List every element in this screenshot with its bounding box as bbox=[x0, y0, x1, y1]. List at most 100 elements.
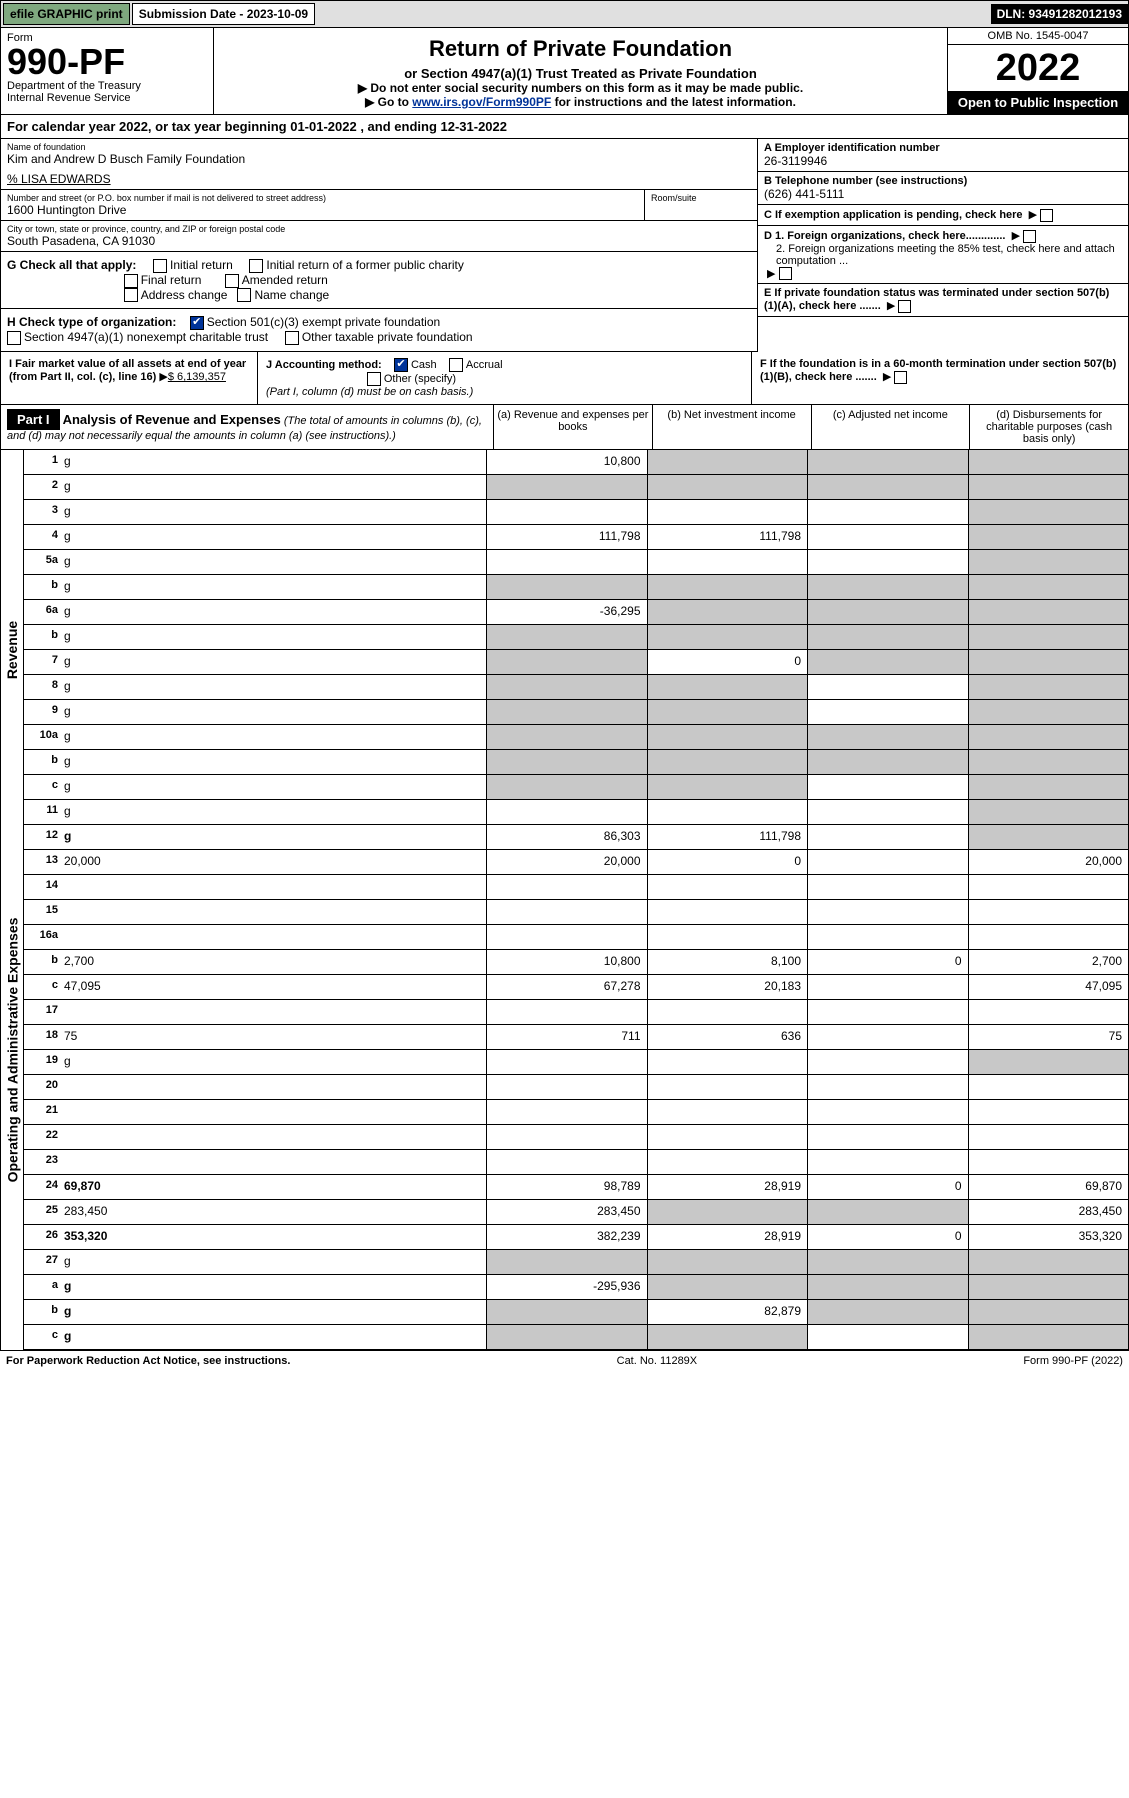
cell-c bbox=[808, 975, 969, 999]
row-description: 2,700 bbox=[60, 950, 487, 974]
cell-a bbox=[487, 925, 648, 949]
table-row: ag-295,936 bbox=[24, 1275, 1128, 1300]
e-check[interactable] bbox=[898, 300, 911, 313]
cell-a bbox=[487, 1325, 648, 1349]
d1-check[interactable] bbox=[1023, 230, 1036, 243]
g-addr-check[interactable] bbox=[124, 288, 138, 302]
row-description bbox=[60, 1150, 487, 1174]
cell-a bbox=[487, 900, 648, 924]
g-amended: Amended return bbox=[242, 273, 328, 287]
table-row: bg bbox=[24, 575, 1128, 600]
row-description: 20,000 bbox=[60, 850, 487, 874]
row-number: 7 bbox=[24, 650, 60, 674]
cell-a bbox=[487, 1075, 648, 1099]
table-row: 187571163675 bbox=[24, 1025, 1128, 1050]
row-description: 75 bbox=[60, 1025, 487, 1049]
cell-b bbox=[648, 1100, 809, 1124]
efile-button[interactable]: efile GRAPHIC print bbox=[3, 3, 130, 25]
cell-a bbox=[487, 575, 648, 599]
row-number: b bbox=[24, 1300, 60, 1324]
g-initial-pub-check[interactable] bbox=[249, 259, 263, 273]
cell-d bbox=[969, 575, 1129, 599]
row-description: g bbox=[60, 475, 487, 499]
row-description bbox=[60, 900, 487, 924]
cell-c bbox=[808, 1100, 969, 1124]
cell-b bbox=[648, 875, 809, 899]
cell-a bbox=[487, 875, 648, 899]
table-row: 1g10,800 bbox=[24, 450, 1128, 475]
cell-d bbox=[969, 500, 1129, 524]
table-row: bg bbox=[24, 750, 1128, 775]
table-row: 9g bbox=[24, 700, 1128, 725]
cell-b bbox=[648, 900, 809, 924]
i-value: $ 6,139,357 bbox=[168, 371, 226, 383]
h-other-check[interactable] bbox=[285, 331, 299, 345]
col-b-hdr: (b) Net investment income bbox=[653, 405, 812, 449]
table-row: 11g bbox=[24, 800, 1128, 825]
j-other-check[interactable] bbox=[367, 372, 381, 386]
cell-c bbox=[808, 1050, 969, 1074]
cell-a: -295,936 bbox=[487, 1275, 648, 1299]
cell-c bbox=[808, 1000, 969, 1024]
cell-b: 636 bbox=[648, 1025, 809, 1049]
cell-b: 28,919 bbox=[648, 1225, 809, 1249]
cell-a bbox=[487, 1300, 648, 1324]
expenses-table: Operating and Administrative Expenses 13… bbox=[0, 850, 1129, 1250]
cell-b bbox=[648, 600, 809, 624]
d2-check[interactable] bbox=[779, 267, 792, 280]
row-number: 1 bbox=[24, 450, 60, 474]
table-row: 2g bbox=[24, 475, 1128, 500]
cell-a bbox=[487, 550, 648, 574]
cell-c bbox=[808, 1275, 969, 1299]
cell-c bbox=[808, 1150, 969, 1174]
cell-d: 2,700 bbox=[969, 950, 1129, 974]
b-label: B Telephone number (see instructions) bbox=[764, 175, 1122, 187]
cell-a: 10,800 bbox=[487, 450, 648, 474]
section-g: G Check all that apply: Initial return I… bbox=[1, 252, 757, 309]
g-amended-check[interactable] bbox=[225, 274, 239, 288]
instruction-1: ▶ Do not enter social security numbers o… bbox=[224, 81, 937, 95]
cell-a bbox=[487, 1050, 648, 1074]
g-initial-check[interactable] bbox=[153, 259, 167, 273]
cell-b: 28,919 bbox=[648, 1175, 809, 1199]
j-note: (Part I, column (d) must be on cash basi… bbox=[266, 386, 473, 398]
ein-value: 26-3119946 bbox=[764, 154, 1122, 168]
table-row: 14 bbox=[24, 875, 1128, 900]
cell-b bbox=[648, 700, 809, 724]
g-name-check[interactable] bbox=[237, 288, 251, 302]
part1-label: Part I bbox=[7, 409, 60, 430]
submission-date: Submission Date - 2023-10-09 bbox=[132, 3, 315, 25]
table-row: 10ag bbox=[24, 725, 1128, 750]
c-check[interactable] bbox=[1040, 209, 1053, 222]
cell-b bbox=[648, 750, 809, 774]
table-row: 21 bbox=[24, 1100, 1128, 1125]
footer-left: For Paperwork Reduction Act Notice, see … bbox=[6, 1355, 290, 1367]
cell-b bbox=[648, 1275, 809, 1299]
row-number: c bbox=[24, 775, 60, 799]
table-row: 20 bbox=[24, 1075, 1128, 1100]
table-row: 6ag-36,295 bbox=[24, 600, 1128, 625]
f-check[interactable] bbox=[894, 371, 907, 384]
cell-c bbox=[808, 575, 969, 599]
cell-b bbox=[648, 575, 809, 599]
j-accr-check[interactable] bbox=[449, 358, 463, 372]
table-row: 22 bbox=[24, 1125, 1128, 1150]
cell-a: 111,798 bbox=[487, 525, 648, 549]
table-row: 1320,00020,000020,000 bbox=[24, 850, 1128, 875]
cell-d: 69,870 bbox=[969, 1175, 1129, 1199]
row-description: g bbox=[60, 600, 487, 624]
g-final-check[interactable] bbox=[124, 274, 138, 288]
expenses-side-label: Operating and Administrative Expenses bbox=[1, 850, 24, 1250]
h-501-check[interactable]: ✔ bbox=[190, 316, 204, 330]
irs-link[interactable]: www.irs.gov/Form990PF bbox=[412, 95, 551, 109]
footer-right: Form 990-PF (2022) bbox=[1023, 1355, 1123, 1367]
cell-b bbox=[648, 1250, 809, 1274]
cell-d bbox=[969, 825, 1129, 849]
h-4947-check[interactable] bbox=[7, 331, 21, 345]
row-description: g bbox=[60, 775, 487, 799]
j-cash-check[interactable]: ✔ bbox=[394, 358, 408, 372]
row-description: g bbox=[60, 550, 487, 574]
inst2-prefix: ▶ Go to bbox=[365, 95, 409, 109]
row-number: b bbox=[24, 750, 60, 774]
cell-b: 0 bbox=[648, 850, 809, 874]
